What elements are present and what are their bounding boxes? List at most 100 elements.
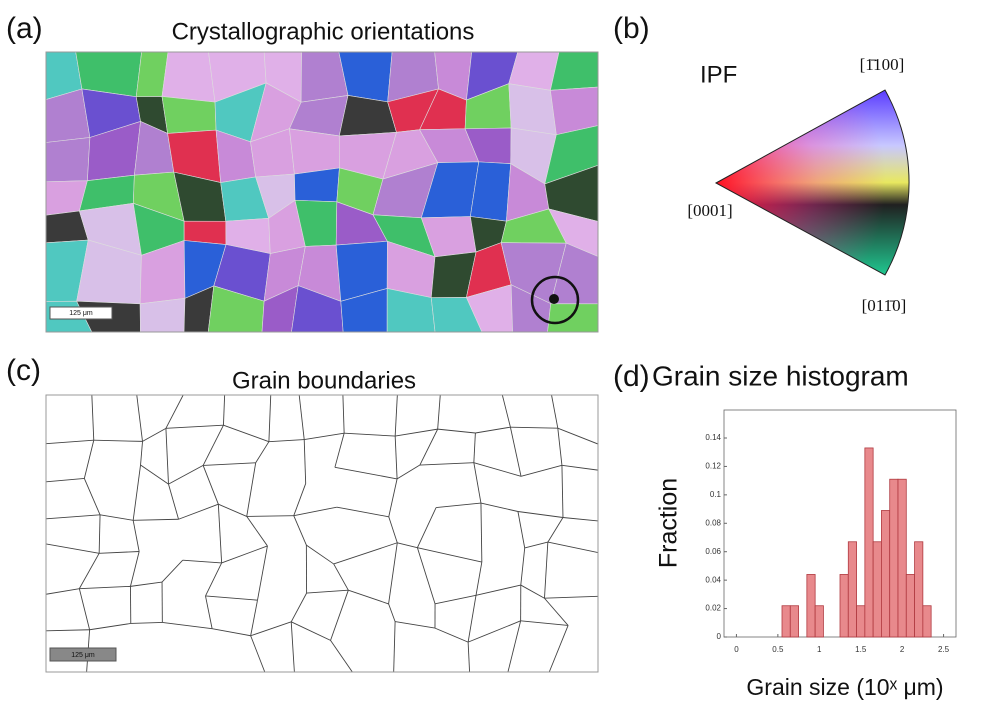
bar <box>889 478 899 638</box>
bar <box>781 605 791 638</box>
boundary <box>397 542 418 549</box>
grain <box>291 285 344 332</box>
boundary <box>91 395 95 441</box>
boundary <box>212 628 251 637</box>
boundary <box>334 466 398 480</box>
grain <box>465 284 513 332</box>
boundary <box>520 547 526 586</box>
marker-dot <box>549 294 559 304</box>
boundary <box>561 465 564 518</box>
boundary <box>524 541 548 549</box>
grain <box>207 285 265 332</box>
boundary <box>46 629 90 632</box>
bar <box>864 447 874 638</box>
bar <box>905 574 915 638</box>
boundary <box>544 542 549 599</box>
boundary <box>205 595 258 601</box>
boundary-map <box>46 395 598 672</box>
scale-bar <box>49 306 113 320</box>
image-frame <box>45 51 599 333</box>
boundary <box>168 484 179 520</box>
boundary <box>202 465 219 505</box>
boundary <box>388 516 398 543</box>
boundary <box>46 588 80 595</box>
boundary <box>165 424 224 429</box>
boundary <box>480 503 483 563</box>
y-tick-label: 0 <box>717 632 722 641</box>
boundary <box>217 504 223 563</box>
x-tick-label: 2.5 <box>938 645 950 654</box>
boundary <box>395 428 438 437</box>
panel-title: Grain boundaries <box>232 367 416 394</box>
boundary <box>473 432 476 463</box>
boundary <box>557 427 598 445</box>
grain <box>183 285 215 332</box>
boundary <box>419 428 439 466</box>
boundary <box>330 640 353 672</box>
boundary <box>89 623 131 631</box>
boundary <box>388 603 396 622</box>
boundary <box>257 545 268 601</box>
boundary <box>547 517 564 543</box>
boundary <box>548 625 569 672</box>
boundary <box>162 621 213 630</box>
boundary <box>520 584 545 599</box>
boundary <box>205 595 213 629</box>
boundary <box>99 551 140 554</box>
bar <box>806 574 816 638</box>
image-frame <box>45 394 599 673</box>
boundary <box>436 502 481 508</box>
boundary <box>393 621 396 672</box>
bar <box>856 605 866 638</box>
boundary <box>388 542 398 604</box>
boundary <box>205 562 223 597</box>
boundary <box>298 395 305 440</box>
grain <box>430 297 483 332</box>
bar <box>847 541 857 638</box>
boundary <box>250 621 292 637</box>
boundary <box>46 514 101 520</box>
grain <box>550 242 598 305</box>
y-tick-label: 0.14 <box>705 433 721 442</box>
boundary <box>509 427 522 477</box>
boundary <box>268 395 272 442</box>
boundary <box>434 627 469 643</box>
x-tick-label: 0 <box>734 645 739 654</box>
boundary <box>255 441 270 464</box>
boundary <box>223 395 226 426</box>
bar <box>872 541 882 638</box>
bar <box>881 510 891 638</box>
boundary <box>467 642 471 672</box>
boundary <box>417 547 482 563</box>
ipf-corner: [011̄0] <box>862 296 907 315</box>
boundary <box>140 441 143 466</box>
boundary <box>168 465 204 485</box>
panel-label: (d) <box>613 360 650 393</box>
boundary <box>83 478 101 516</box>
boundary <box>218 503 247 517</box>
boundary <box>416 547 436 604</box>
bar <box>839 574 849 638</box>
boundary <box>437 395 441 430</box>
boundary <box>473 462 482 504</box>
grain <box>544 164 598 222</box>
boundary <box>79 585 131 590</box>
boundary <box>290 621 295 672</box>
boundary <box>334 433 345 468</box>
boundary <box>130 621 163 624</box>
boundary <box>178 503 219 520</box>
boundary <box>46 478 85 483</box>
boundary <box>419 462 474 466</box>
boundary <box>394 395 398 437</box>
ipf-corner: [1̄100] <box>860 55 905 74</box>
ipf-corner: [0001] <box>687 201 732 220</box>
boundary <box>165 428 169 485</box>
scale-bar <box>49 647 117 662</box>
boundary <box>344 432 396 437</box>
boundary <box>165 395 184 429</box>
panel-label: (a) <box>6 12 43 45</box>
boundary <box>130 551 140 587</box>
boundary <box>203 462 256 466</box>
boundary <box>98 514 101 554</box>
